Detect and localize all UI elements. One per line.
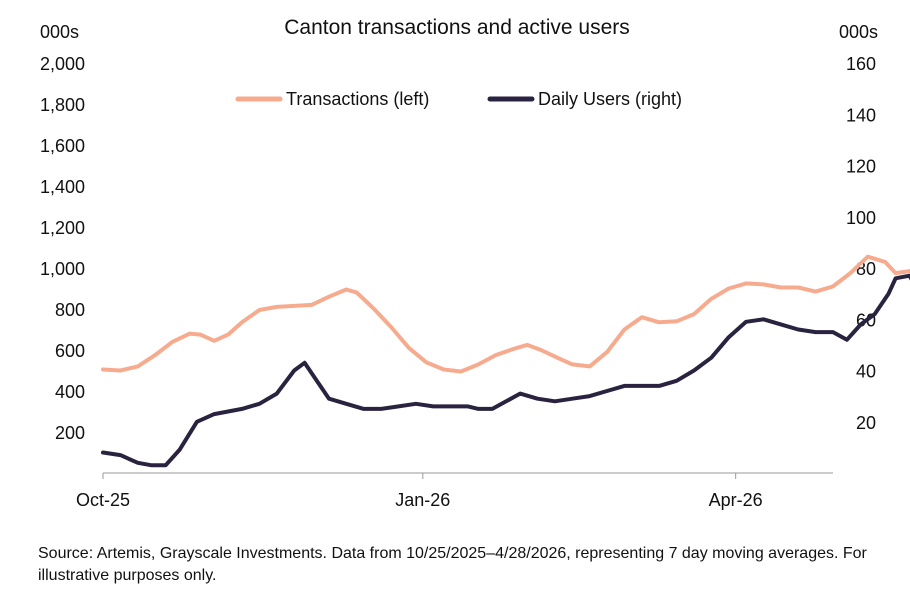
- left-axis-ticks: 2,000 1,800 1,600 1,400 1,200 1,000 800 600 400 2…: [40, 54, 85, 443]
- left-tick-label: 1,600: [40, 136, 85, 156]
- right-tick-label: 20: [856, 413, 876, 433]
- right-tick-label: 80: [856, 259, 876, 279]
- left-tick-label: 800: [55, 300, 85, 320]
- series-line-transactions: [101, 254, 910, 374]
- right-tick-label: 120: [846, 157, 876, 177]
- left-axis-unit: 000s: [40, 22, 79, 42]
- left-tick-label: 200: [55, 423, 85, 443]
- left-tick-label: 400: [55, 382, 85, 402]
- left-tick-label: 1,000: [40, 259, 85, 279]
- right-axis-unit: 000s: [839, 22, 878, 42]
- series-line-daily-users: [101, 273, 910, 468]
- left-tick-label: 600: [55, 341, 85, 361]
- right-tick-label: 40: [856, 362, 876, 382]
- left-tick-label: 1,400: [40, 177, 85, 197]
- x-tick-label: Apr-26: [709, 490, 763, 510]
- right-tick-label: 100: [846, 208, 876, 228]
- x-tick-label: Oct-25: [76, 490, 130, 510]
- left-tick-label: 2,000: [40, 54, 85, 74]
- series-lines: [101, 254, 910, 468]
- x-tick-label: Jan-26: [395, 490, 450, 510]
- right-tick-label: 160: [846, 54, 876, 74]
- legend-label-daily-users: Daily Users (right): [538, 89, 682, 109]
- left-tick-label: 1,200: [40, 218, 85, 238]
- source-note: Source: Artemis, Grayscale Investments. …: [38, 545, 867, 584]
- left-tick-label: 1,800: [40, 95, 85, 115]
- legend: Transactions (left) Daily Users (right): [235, 89, 682, 109]
- x-axis-ticks: Oct-25 Jan-26 Apr-26: [76, 473, 763, 510]
- chart-title: Canton transactions and active users: [284, 16, 630, 39]
- right-tick-label: 140: [846, 105, 876, 125]
- legend-label-transactions: Transactions (left): [286, 89, 429, 109]
